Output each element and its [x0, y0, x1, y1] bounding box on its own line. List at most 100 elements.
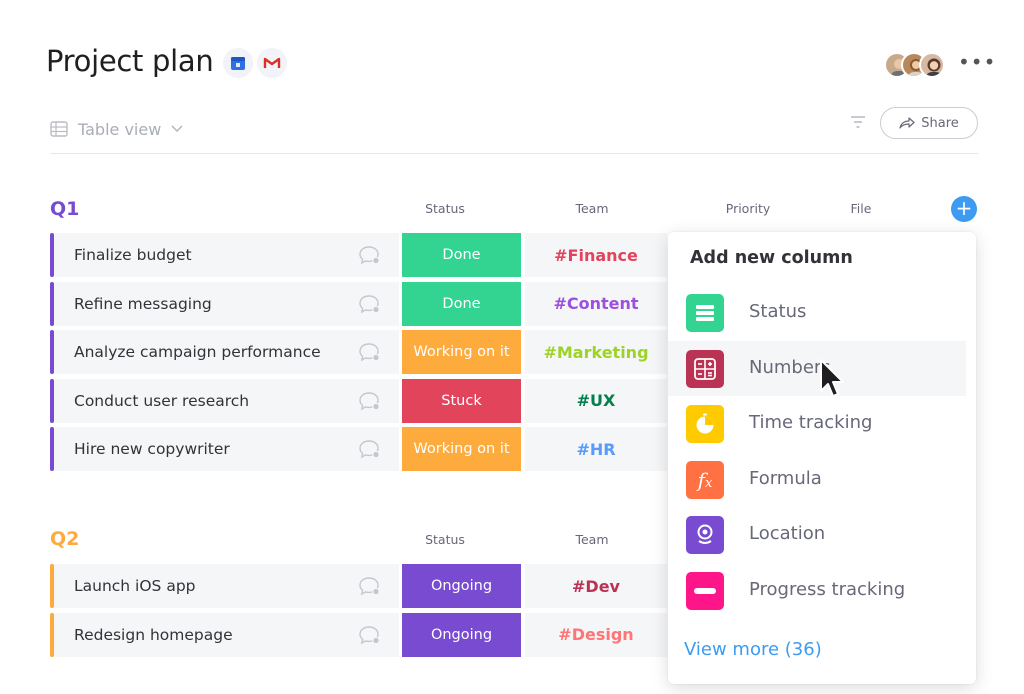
- add-update-icon[interactable]: [358, 244, 380, 266]
- column-header-team[interactable]: Team: [575, 201, 609, 216]
- group-color-bar: [50, 330, 54, 374]
- table-row[interactable]: Conduct user research Stuck #UX: [50, 378, 670, 423]
- item-name-cell[interactable]: Redesign homepage: [50, 612, 399, 657]
- team-tag: #Finance: [554, 245, 638, 265]
- column-header-priority[interactable]: Priority: [725, 201, 771, 216]
- team-cell[interactable]: #Content: [525, 281, 667, 326]
- item-name: Redesign homepage: [74, 625, 233, 644]
- calendar-app-icon[interactable]: [223, 48, 253, 78]
- share-icon: [899, 117, 915, 129]
- group-color-bar: [50, 281, 54, 326]
- add-update-icon[interactable]: [358, 341, 380, 363]
- item-name-cell[interactable]: Finalize budget: [50, 233, 399, 277]
- status-cell[interactable]: Stuck: [402, 378, 521, 423]
- table-row[interactable]: Redesign homepage Ongoing #Design: [50, 612, 670, 657]
- column-header-status[interactable]: Status: [425, 532, 465, 547]
- menu-title: Add new column: [690, 248, 853, 268]
- view-label: Table view: [78, 119, 162, 139]
- view-selector[interactable]: Table view: [50, 116, 183, 142]
- menu-item-label: Numbers: [749, 356, 831, 378]
- formula-icon: fx: [686, 460, 724, 499]
- team-cell[interactable]: #Finance: [525, 233, 667, 277]
- menu-item-time-tracking[interactable]: Time tracking: [668, 396, 966, 451]
- status-cell[interactable]: Working on it: [402, 330, 521, 374]
- avatar: [919, 52, 945, 78]
- item-name: Finalize budget: [74, 246, 192, 264]
- location-icon: [686, 516, 724, 554]
- menu-item-label: Progress tracking: [749, 578, 906, 600]
- menu-item-label: Time tracking: [749, 412, 873, 433]
- group-title-q1[interactable]: Q1: [50, 198, 79, 220]
- menu-item-numbers[interactable]: Numbers: [668, 340, 966, 396]
- status-label: Ongoing: [430, 578, 493, 594]
- add-update-icon[interactable]: [358, 390, 380, 412]
- status-label: Done: [442, 295, 481, 312]
- team-tag: #Dev: [572, 576, 620, 596]
- menu-item-label: Formula: [749, 467, 822, 489]
- item-name-cell[interactable]: Launch iOS app: [50, 564, 399, 608]
- team-cell[interactable]: #Dev: [525, 564, 667, 608]
- add-column-button[interactable]: +: [951, 196, 977, 222]
- add-update-icon[interactable]: [358, 575, 380, 597]
- item-name: Hire new copywriter: [74, 440, 230, 458]
- table-row[interactable]: Refine messaging Done #Content: [50, 281, 670, 326]
- table-row[interactable]: Finalize budget Done #Finance: [50, 233, 670, 277]
- status-cell[interactable]: Working on it: [402, 427, 521, 471]
- status-label: Ongoing: [430, 626, 493, 643]
- item-name-cell[interactable]: Analyze campaign performance: [50, 330, 399, 374]
- progress-tracking-icon: [686, 571, 724, 610]
- status-cell[interactable]: Ongoing: [402, 564, 521, 608]
- status-label: Working on it: [413, 441, 510, 457]
- item-name: Launch iOS app: [74, 577, 196, 595]
- menu-item-location[interactable]: Location: [668, 507, 966, 562]
- team-tag: #UX: [576, 391, 616, 410]
- status-cell[interactable]: Ongoing: [402, 612, 521, 657]
- item-name: Analyze campaign performance: [74, 343, 321, 361]
- team-tag: #Marketing: [543, 342, 649, 362]
- team-cell[interactable]: #HR: [525, 427, 667, 471]
- column-header-team[interactable]: Team: [575, 532, 609, 547]
- add-update-icon[interactable]: [358, 293, 380, 315]
- column-header-status[interactable]: Status: [425, 201, 465, 216]
- status-label: Working on it: [413, 344, 510, 360]
- column-header-file[interactable]: File: [850, 201, 872, 216]
- table-row[interactable]: Hire new copywriter Working on it #HR: [50, 427, 670, 471]
- numbers-icon: [686, 349, 724, 388]
- group-color-bar: [50, 564, 54, 608]
- team-cell[interactable]: #UX: [525, 378, 667, 423]
- gmail-app-icon[interactable]: [257, 48, 287, 78]
- add-update-icon[interactable]: [358, 624, 380, 646]
- status-cell[interactable]: Done: [402, 281, 521, 326]
- menu-item-status[interactable]: Status: [668, 285, 966, 340]
- group-color-bar: [50, 612, 54, 657]
- filter-icon[interactable]: [850, 115, 866, 129]
- team-tag: #Content: [553, 294, 639, 313]
- time-tracking-icon: [686, 405, 724, 443]
- menu-item-formula[interactable]: fx Formula: [668, 452, 966, 507]
- group-title-q2[interactable]: Q2: [50, 528, 79, 550]
- more-options-icon[interactable]: •••: [958, 50, 997, 74]
- item-name-cell[interactable]: Refine messaging: [50, 281, 399, 326]
- group-color-bar: [50, 427, 54, 471]
- share-label: Share: [921, 115, 959, 131]
- table-row[interactable]: Launch iOS app Ongoing #Dev: [50, 564, 670, 608]
- team-tag: #Design: [558, 625, 634, 644]
- menu-item-progress-tracking[interactable]: Progress tracking: [668, 563, 966, 618]
- item-name-cell[interactable]: Hire new copywriter: [50, 427, 399, 471]
- share-button[interactable]: Share: [880, 107, 978, 139]
- group-q1-title: Q1: [50, 198, 80, 220]
- group-color-bar: [50, 233, 54, 277]
- table-row[interactable]: Analyze campaign performance Working on i…: [50, 330, 670, 374]
- team-cell[interactable]: #Design: [525, 612, 667, 657]
- member-avatars[interactable]: [884, 52, 948, 82]
- table-icon: [50, 121, 68, 137]
- team-cell[interactable]: #Marketing: [525, 330, 667, 374]
- item-name-cell[interactable]: Conduct user research: [50, 378, 399, 423]
- status-cell[interactable]: Done: [402, 233, 521, 277]
- view-more-link[interactable]: View more (36): [684, 639, 822, 660]
- group-q2-title: Q2: [50, 528, 80, 550]
- add-column-menu: Add new column Status Numbers Time trackin…: [668, 232, 976, 684]
- add-update-icon[interactable]: [358, 438, 380, 460]
- status-icon: [686, 294, 724, 332]
